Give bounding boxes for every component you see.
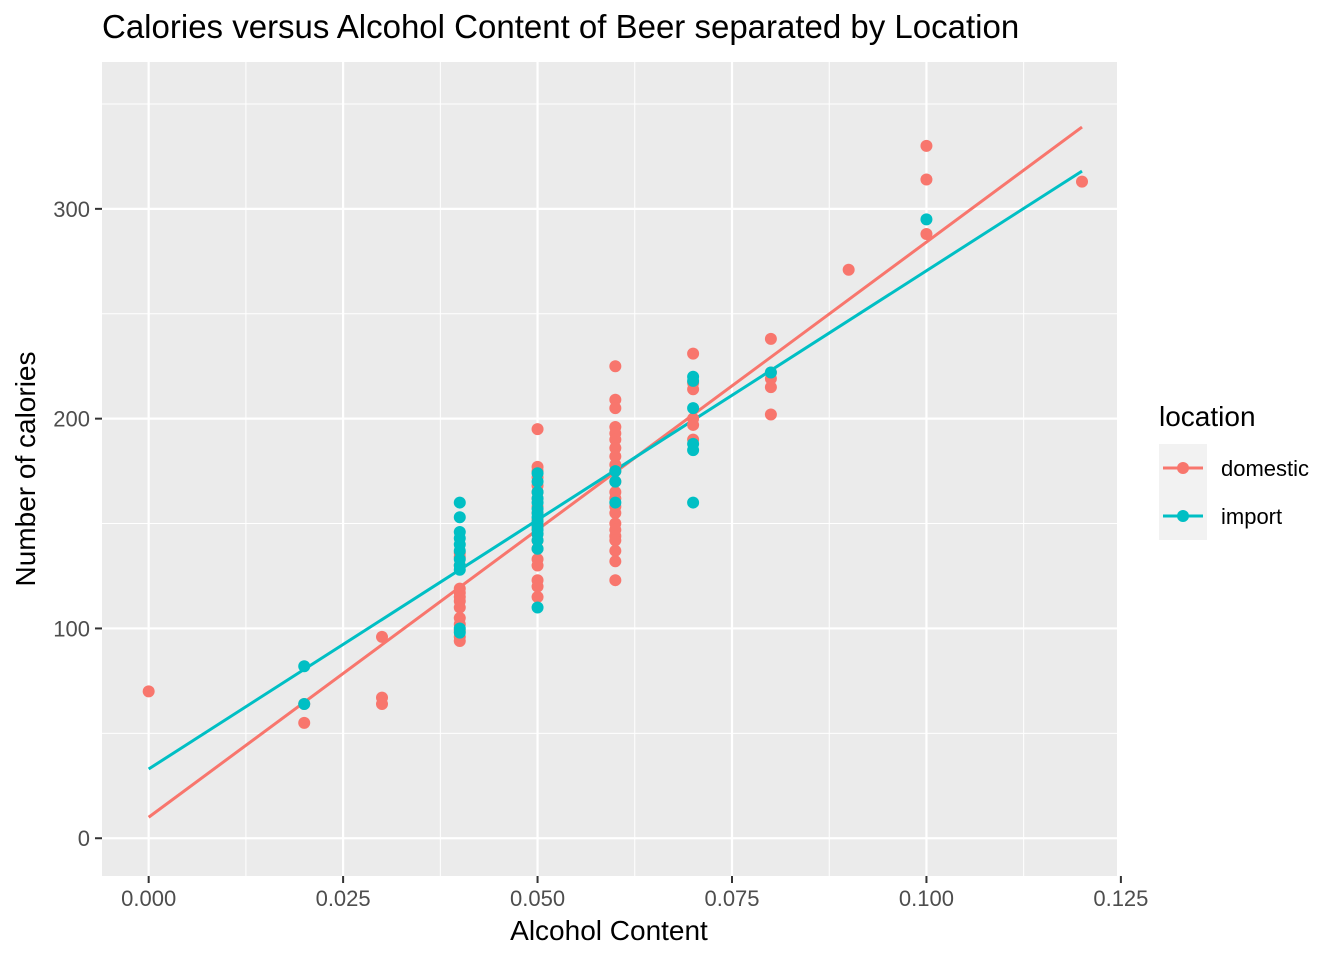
import-point [453,626,466,639]
x-axis-label: Alcohol Content [510,915,708,946]
import-point [453,496,466,509]
domestic-point [609,393,622,406]
domestic-point [764,408,777,421]
import-point [687,374,700,387]
domestic-point [453,635,466,648]
import-point [687,444,700,457]
import-point [687,496,700,509]
domestic-point [764,332,777,345]
import-point [298,697,311,710]
legend-label-domestic: domestic [1221,456,1309,481]
x-tick-label: 0.100 [899,886,954,911]
y-axis: 0 100 200 300 [53,197,102,851]
import-point [453,563,466,576]
domestic-point [531,590,544,603]
minor-gridlines [102,62,1117,876]
domestic-point [609,555,622,568]
domestic-point [376,630,388,643]
x-axis: 0.000 0.025 0.050 0.075 0.100 0.125 [121,876,1148,911]
domestic-point [687,383,700,396]
import-point [609,496,622,509]
domestic-point [142,685,155,698]
import-point [609,465,622,478]
domestic-point [687,347,700,360]
domestic-point [687,418,700,431]
domestic-point [609,450,622,463]
import-point [920,213,933,226]
import-point [531,542,544,555]
domestic-point [609,402,622,415]
chart-title: Calories versus Alcohol Content of Beer … [102,8,1019,45]
x-tick-label: 0.050 [510,886,565,911]
domestic-point [376,697,388,710]
import-point [687,402,700,415]
y-tick-label: 0 [78,826,90,851]
domestic-point [609,574,622,587]
domestic-point [1076,175,1088,188]
domestic-point [609,534,622,547]
domestic-point [298,716,311,729]
legend-title: location [1159,401,1256,432]
y-tick-label: 300 [53,197,90,222]
domestic-point [531,580,544,593]
import-point [298,660,311,673]
domestic-point [842,263,855,276]
domestic-point [453,601,466,614]
import-point [531,534,544,547]
domestic-point [609,360,622,373]
domestic-point [920,173,933,186]
y-tick-label: 200 [53,407,90,432]
data-points [142,139,1088,729]
import-point [531,467,544,480]
x-tick-label: 0.000 [121,886,176,911]
legend-items: domestic import [1159,444,1309,540]
y-axis-label: Number of calories [10,352,41,587]
import-point [453,511,466,524]
domestic-point [920,228,933,241]
legend: location domestic import [1159,401,1309,540]
domestic-point [609,507,622,520]
domestic-point [531,559,544,572]
import-point [609,475,622,488]
plot-panel [102,62,1117,876]
x-tick-label: 0.075 [704,886,759,911]
domestic-point [920,139,933,152]
domestic-legend-point [1177,462,1189,474]
domestic-point [609,433,622,446]
y-tick-label: 100 [53,616,90,641]
x-tick-label: 0.125 [1093,886,1148,911]
domestic-point [764,381,777,394]
x-tick-label: 0.025 [316,886,371,911]
import-legend-point [1177,510,1189,522]
domestic-point [531,423,544,436]
domestic-point [609,442,622,455]
domestic-point [609,544,622,557]
import-point [453,544,466,557]
major-gridlines [102,62,1122,876]
import-point [531,601,544,614]
import-point [531,475,544,488]
legend-label-import: import [1221,504,1282,529]
import-point [764,366,777,379]
